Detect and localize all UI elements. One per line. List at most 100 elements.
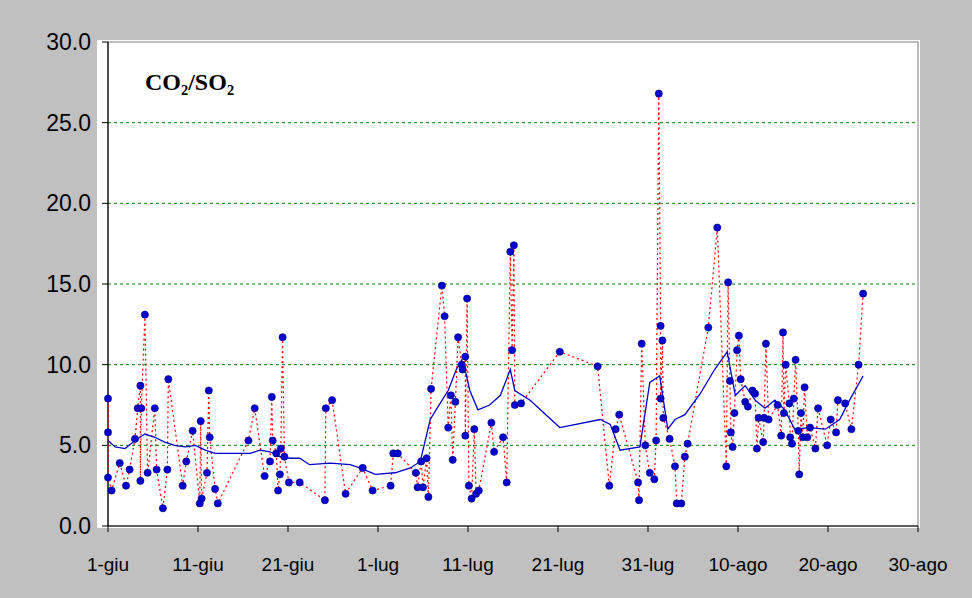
grid-line	[108, 203, 918, 204]
data-point	[394, 450, 401, 457]
data-point	[275, 487, 282, 494]
data-point	[144, 469, 151, 476]
chart: 0.05.010.015.020.025.030.01-giu11-giu21-…	[0, 0, 972, 598]
data-point	[138, 405, 145, 412]
data-point	[164, 466, 171, 473]
data-point	[684, 440, 691, 447]
data-point	[635, 497, 642, 504]
data-point	[296, 479, 303, 486]
data-point	[734, 347, 741, 354]
y-tick-label: 10.0	[46, 352, 91, 378]
x-tick-label: 21-lug	[532, 554, 585, 575]
y-tick-label: 15.0	[46, 271, 91, 297]
data-point	[797, 409, 804, 416]
data-point	[671, 463, 678, 470]
x-tick-label: 10-ago	[708, 554, 767, 575]
data-point	[491, 448, 498, 455]
title: CO₂/SO₂	[145, 69, 234, 95]
data-point	[774, 401, 781, 408]
plot-frame	[108, 42, 918, 526]
data-point	[285, 479, 292, 486]
y-tick	[102, 284, 108, 285]
data-point	[165, 376, 172, 383]
data-point	[657, 395, 664, 402]
data-point	[322, 405, 329, 412]
y-tick	[102, 364, 108, 365]
x-tick-label: 21-giu	[262, 554, 315, 575]
x-tick	[108, 526, 109, 532]
x-tick-label: 20-ago	[798, 554, 857, 575]
data-point	[205, 387, 212, 394]
data-point	[475, 487, 482, 494]
data-point	[651, 476, 658, 483]
series-line	[108, 352, 863, 475]
x-axis	[108, 525, 918, 526]
data-point	[104, 474, 111, 481]
data-point	[760, 439, 767, 446]
data-point	[815, 405, 822, 412]
data-point	[447, 392, 454, 399]
data-point	[681, 453, 688, 460]
data-point	[131, 435, 138, 442]
data-point	[122, 482, 129, 489]
x-tick	[558, 526, 559, 532]
data-point	[108, 487, 115, 494]
x-tick-label: 11-lug	[442, 554, 493, 575]
data-point	[126, 466, 133, 473]
data-point	[441, 313, 448, 320]
data-point	[653, 437, 660, 444]
data-point	[214, 500, 221, 507]
data-point	[137, 477, 144, 484]
data-point	[788, 440, 795, 447]
series-line	[108, 94, 863, 509]
chart-area	[97, 40, 920, 528]
grid-line	[108, 122, 918, 123]
data-point	[449, 456, 456, 463]
data-point	[753, 445, 760, 452]
data-point	[860, 290, 867, 297]
y-tick	[102, 203, 108, 204]
data-point	[116, 459, 123, 466]
data-point	[762, 340, 769, 347]
data-point	[660, 414, 667, 421]
data-point	[387, 482, 394, 489]
data-point	[635, 479, 642, 486]
data-point	[464, 295, 471, 302]
x-tick	[738, 526, 739, 532]
data-point	[329, 397, 336, 404]
data-point	[729, 443, 736, 450]
data-point	[848, 426, 855, 433]
x-tick	[648, 526, 649, 532]
data-point	[445, 424, 452, 431]
data-point	[206, 434, 213, 441]
data-point	[725, 279, 732, 286]
background	[0, 0, 972, 598]
data-point	[104, 395, 111, 402]
data-point	[452, 398, 459, 405]
data-point	[518, 400, 525, 407]
x-tick	[468, 526, 469, 532]
data-point	[104, 429, 111, 436]
data-point	[855, 361, 862, 368]
data-point	[277, 445, 284, 452]
data-point	[744, 403, 751, 410]
y-tick-label: 30.0	[46, 29, 91, 55]
data-point	[141, 311, 148, 318]
data-point	[556, 348, 563, 355]
data-point	[412, 469, 419, 476]
data-point	[198, 495, 205, 502]
data-point	[369, 487, 376, 494]
data-point	[281, 453, 288, 460]
data-point	[824, 442, 831, 449]
data-point	[279, 334, 286, 341]
data-point	[737, 376, 744, 383]
y-axis	[107, 42, 108, 526]
data-point	[500, 434, 507, 441]
data-point	[508, 347, 515, 354]
data-point	[726, 377, 733, 384]
data-point	[428, 385, 435, 392]
data-point	[655, 90, 662, 97]
x-tick	[378, 526, 379, 532]
data-point	[510, 242, 517, 249]
data-point	[735, 332, 742, 339]
